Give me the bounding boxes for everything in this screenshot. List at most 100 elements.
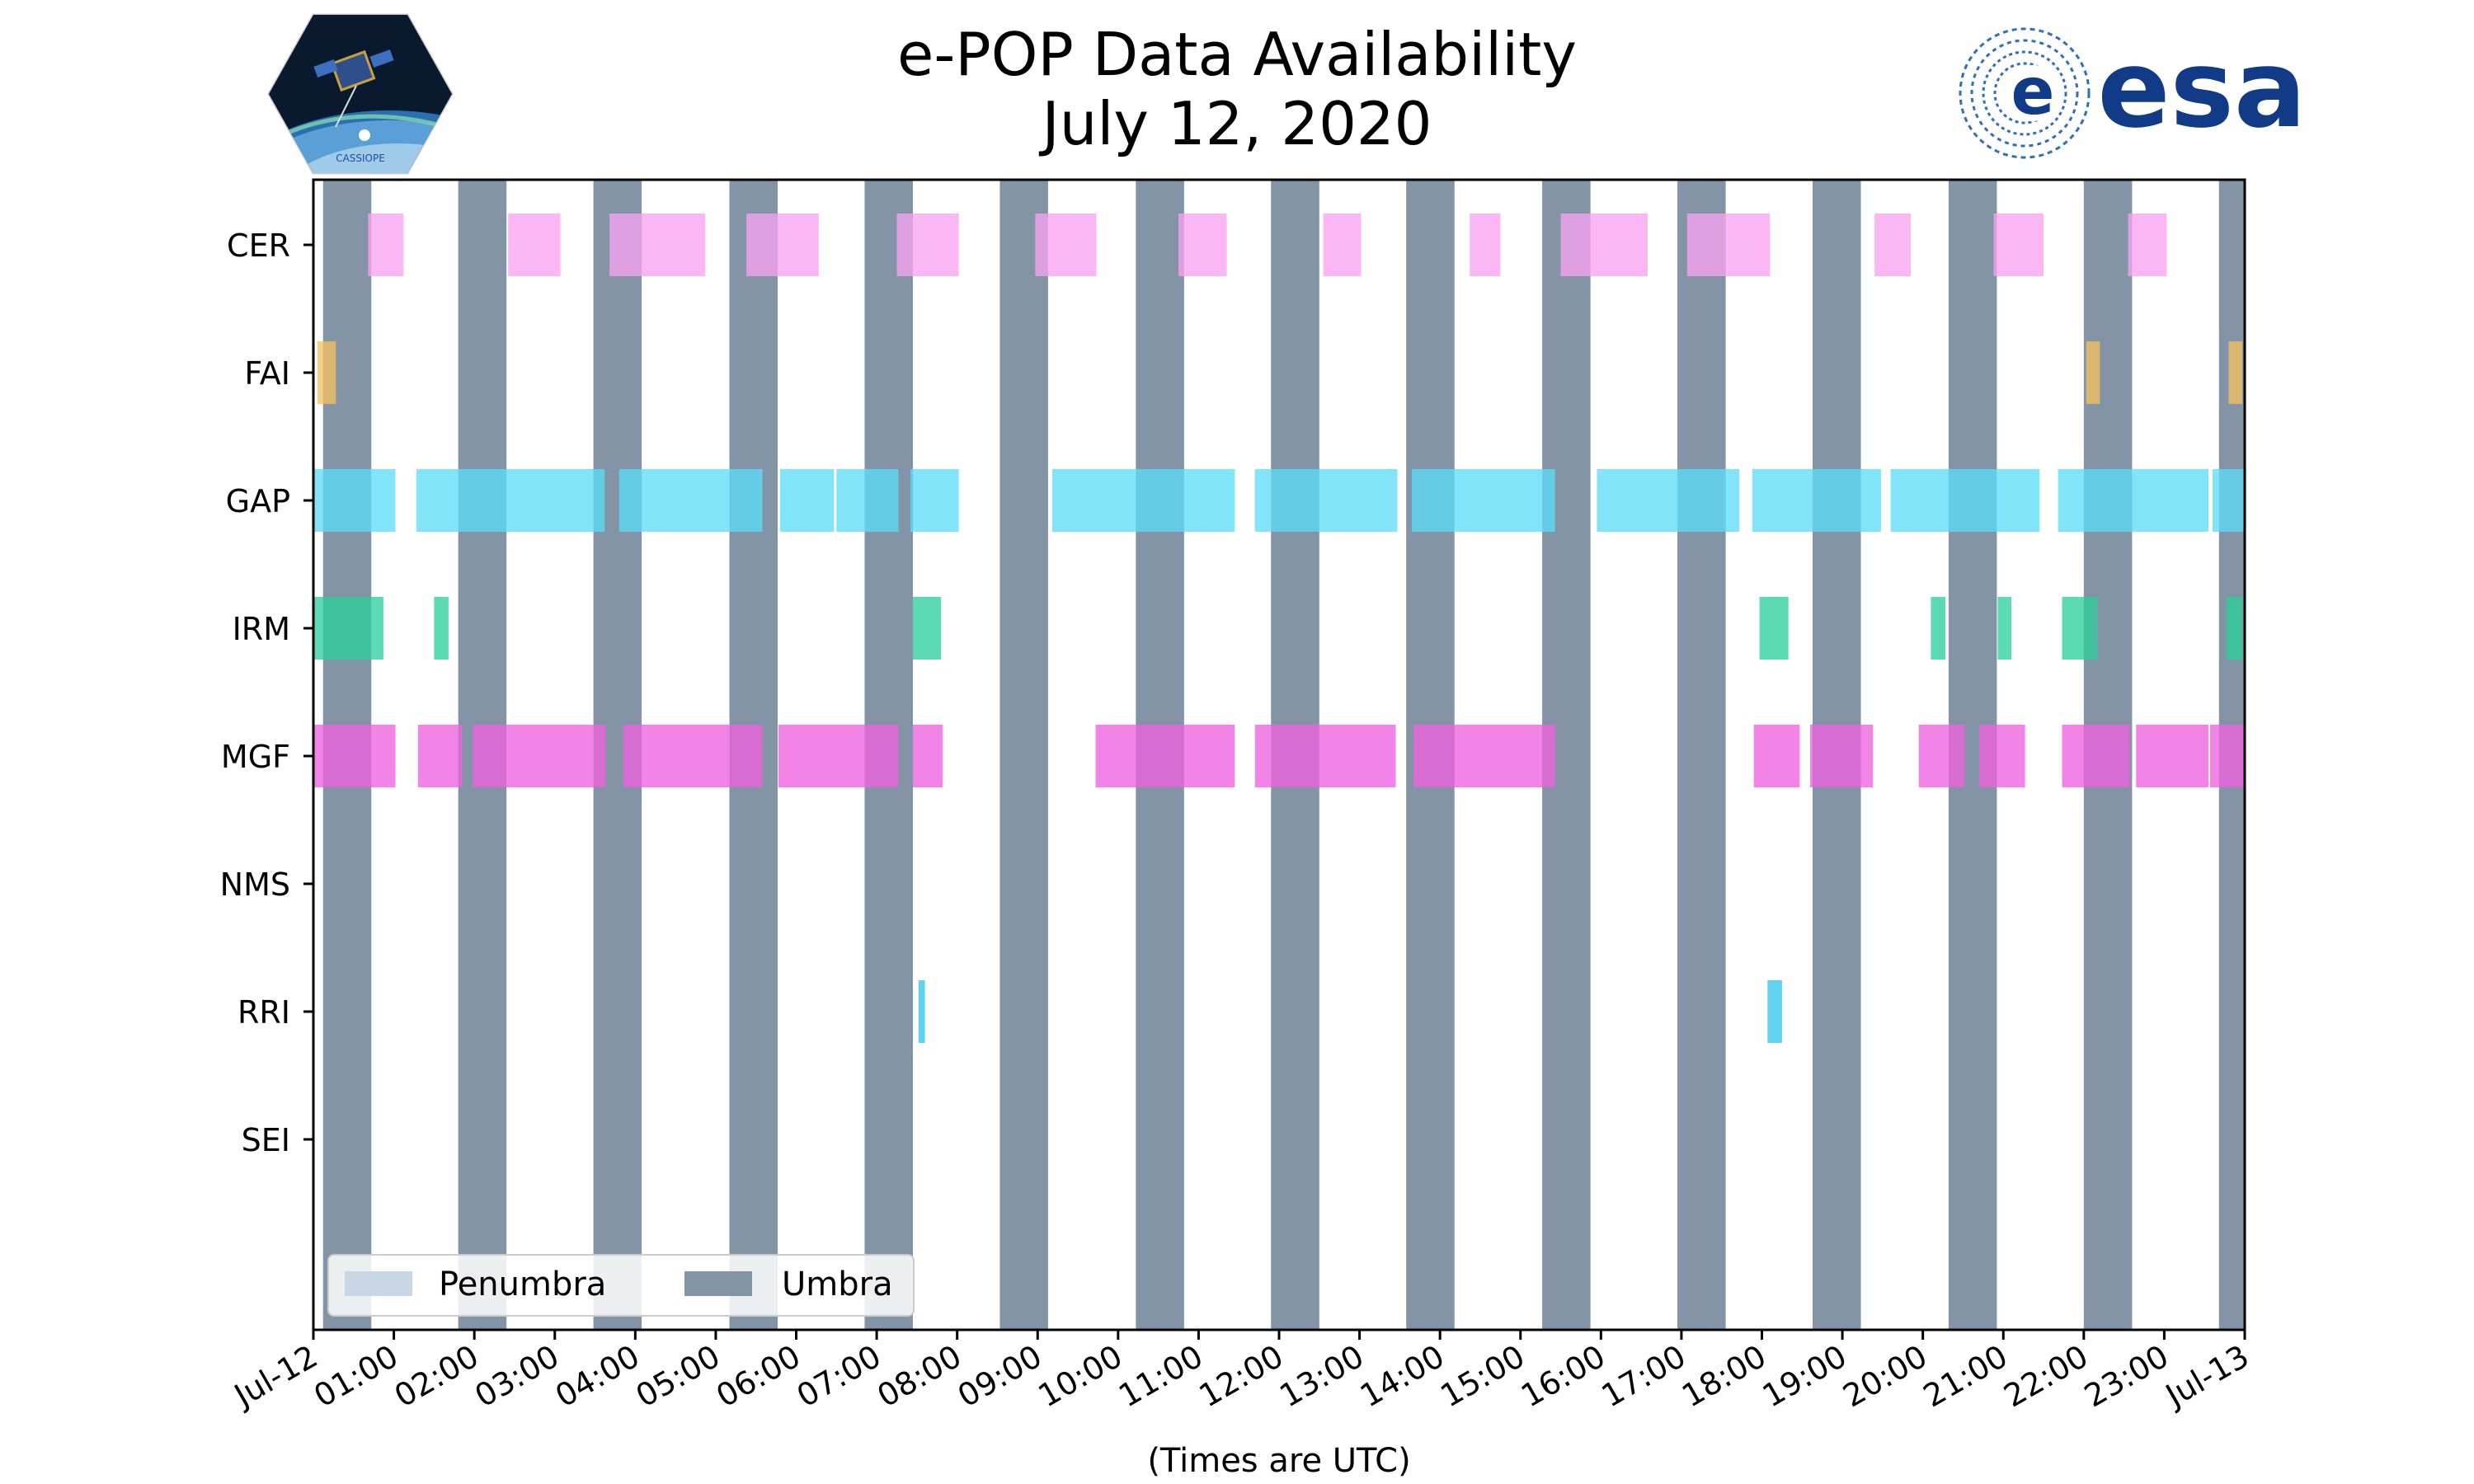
x-tick-label: 21:00 [1917,1338,2014,1415]
bar-gap [1597,469,1740,532]
esa-logo-icon: e esa [1959,26,2307,159]
x-tick-label: 05:00 [630,1338,727,1415]
bar-cer [1323,214,1362,276]
x-tick-label: 01:00 [308,1338,404,1415]
y-axis: CER FAI GAP IRM MGF NMS RRI SEI [220,228,313,1158]
bar-gap [1412,469,1555,532]
chart-title-line-1: e-POP Data Availability [897,20,1577,89]
y-tick-label-fai: FAI [244,355,290,392]
x-tick-label: 19:00 [1757,1338,1853,1415]
bar-fai [2086,341,2100,404]
bar-cer [2128,214,2167,276]
bar-gap [1752,469,1881,532]
x-tick-label: 07:00 [791,1338,887,1415]
chart-title-line-2: July 12, 2020 [1042,89,1432,158]
x-tick-label: 08:00 [871,1338,967,1415]
bar-cer [1560,214,1648,276]
cassiope-logo-icon: CASSIOPE [267,13,454,175]
bar-irm [1931,597,1945,660]
legend-penumbra-swatch [345,1271,412,1296]
umbra-band [999,180,1048,1330]
bar-mgf [1254,725,1396,787]
x-tick-label: 18:00 [1676,1338,1772,1415]
bar-cer [368,214,404,276]
x-tick-label: 06:00 [710,1338,807,1415]
bar-cer [1470,214,1501,276]
bar-cer [1035,214,1097,276]
umbra-band [1677,180,1726,1330]
bar-mgf [1978,725,2025,787]
bar-mgf [2062,725,2130,787]
x-tick-label: 17:00 [1596,1338,1692,1415]
bar-irm [1997,597,2012,660]
legend-umbra-label: Umbra [782,1266,893,1303]
bar-cer [1178,214,1227,276]
y-tick-label-sei: SEI [242,1122,290,1158]
bar-cer [896,214,959,276]
bar-cer [1686,214,1771,276]
y-tick-label-gap: GAP [226,483,290,519]
legend-box [327,1254,915,1317]
y-tick-label-rri: RRI [238,994,290,1031]
bar-irm [912,597,942,660]
x-tick-label: 02:00 [388,1338,485,1415]
y-tick-label-mgf: MGF [221,739,290,775]
bar-mgf [473,725,606,787]
bar-mgf [1753,725,1800,787]
x-tick-label: 10:00 [1032,1338,1128,1415]
bar-mgf [1413,725,1555,787]
x-tick-label: 20:00 [1837,1338,1933,1415]
cassiope-logo-text: CASSIOPE [336,153,385,164]
x-tick-label: 22:00 [1997,1338,2094,1415]
bar-irm [1759,597,1789,660]
y-tick-label-irm: IRM [233,611,290,647]
bar-mgf [623,725,763,787]
legend-penumbra-label: Penumbra [439,1266,606,1303]
legend-umbra-swatch [684,1271,752,1296]
x-tick-label: 12:00 [1193,1338,1290,1415]
bar-cer [508,214,561,276]
bar-mgf [313,725,396,787]
bar-gap [1051,469,1235,532]
bar-fai [2228,341,2243,404]
bar-irm [2226,597,2243,660]
x-axis-label: (Times are UTC) [1147,1442,1410,1480]
bar-irm [313,597,383,660]
x-axis: Jul-1201:0002:0003:0004:0005:0006:0007:0… [227,1330,2255,1415]
bar-mgf [1095,725,1235,787]
bar-gap [313,469,396,532]
x-tick-label: 09:00 [952,1338,1048,1415]
bar-gap [2212,469,2245,532]
esa-logo-text: esa [2097,26,2306,152]
bar-fai [317,341,336,404]
bar-mgf [1810,725,1874,787]
bar-mgf [2210,725,2245,787]
x-tick-label: 03:00 [468,1338,565,1415]
svg-text:e: e [2011,55,2055,129]
x-tick-label: 04:00 [549,1338,646,1415]
x-tick-label: 23:00 [2078,1338,2175,1415]
y-tick-label-cer: CER [227,228,290,264]
bar-gap [416,469,605,532]
x-tick-label: 16:00 [1515,1338,1611,1415]
bar-irm [2062,597,2098,660]
x-tick-label: Jul-13 [2158,1338,2255,1415]
bar-gap [779,469,835,532]
bar-irm [434,597,449,660]
bar-mgf [1918,725,1965,787]
bar-cer [1874,214,1912,276]
x-tick-label: 11:00 [1112,1338,1209,1415]
bar-mgf [778,725,899,787]
x-tick-label: Jul-12 [227,1338,323,1415]
bar-cer [1993,214,2044,276]
x-tick-label: 13:00 [1273,1338,1370,1415]
bar-rri [918,980,925,1043]
bar-rri [1767,980,1782,1043]
instrument-bars [313,214,2245,1043]
bar-cer [745,214,819,276]
bar-gap [618,469,763,532]
bar-mgf [417,725,463,787]
x-tick-label: 15:00 [1434,1338,1531,1415]
